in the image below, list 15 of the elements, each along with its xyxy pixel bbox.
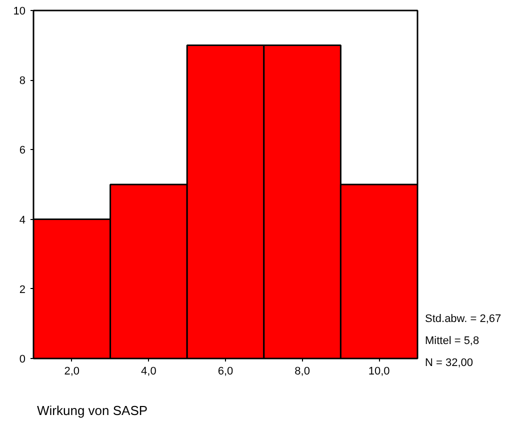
y-tick-label: 8 [19,75,26,88]
x-tick-label: 6,0 [218,366,234,378]
x-tick-label: 8,0 [294,366,310,378]
y-tick-label: 4 [19,214,26,226]
text: Std.abw. = 2,67 [425,312,502,327]
x-axis-title: Wirkung von SASP [37,402,148,420]
y-tick-label: 2 [19,284,26,296]
x-tick-label: 10,0 [368,366,390,378]
x-tick-label: 4,0 [141,366,156,378]
text: Mittel = 5,8 [425,334,480,349]
text: N = 32,00 [425,356,474,371]
y-tick-label: 6 [19,144,26,157]
y-tick-label: 0 [19,354,26,366]
y-tick-label: 10 [13,6,26,18]
x-tick-label: 2,0 [64,366,80,378]
